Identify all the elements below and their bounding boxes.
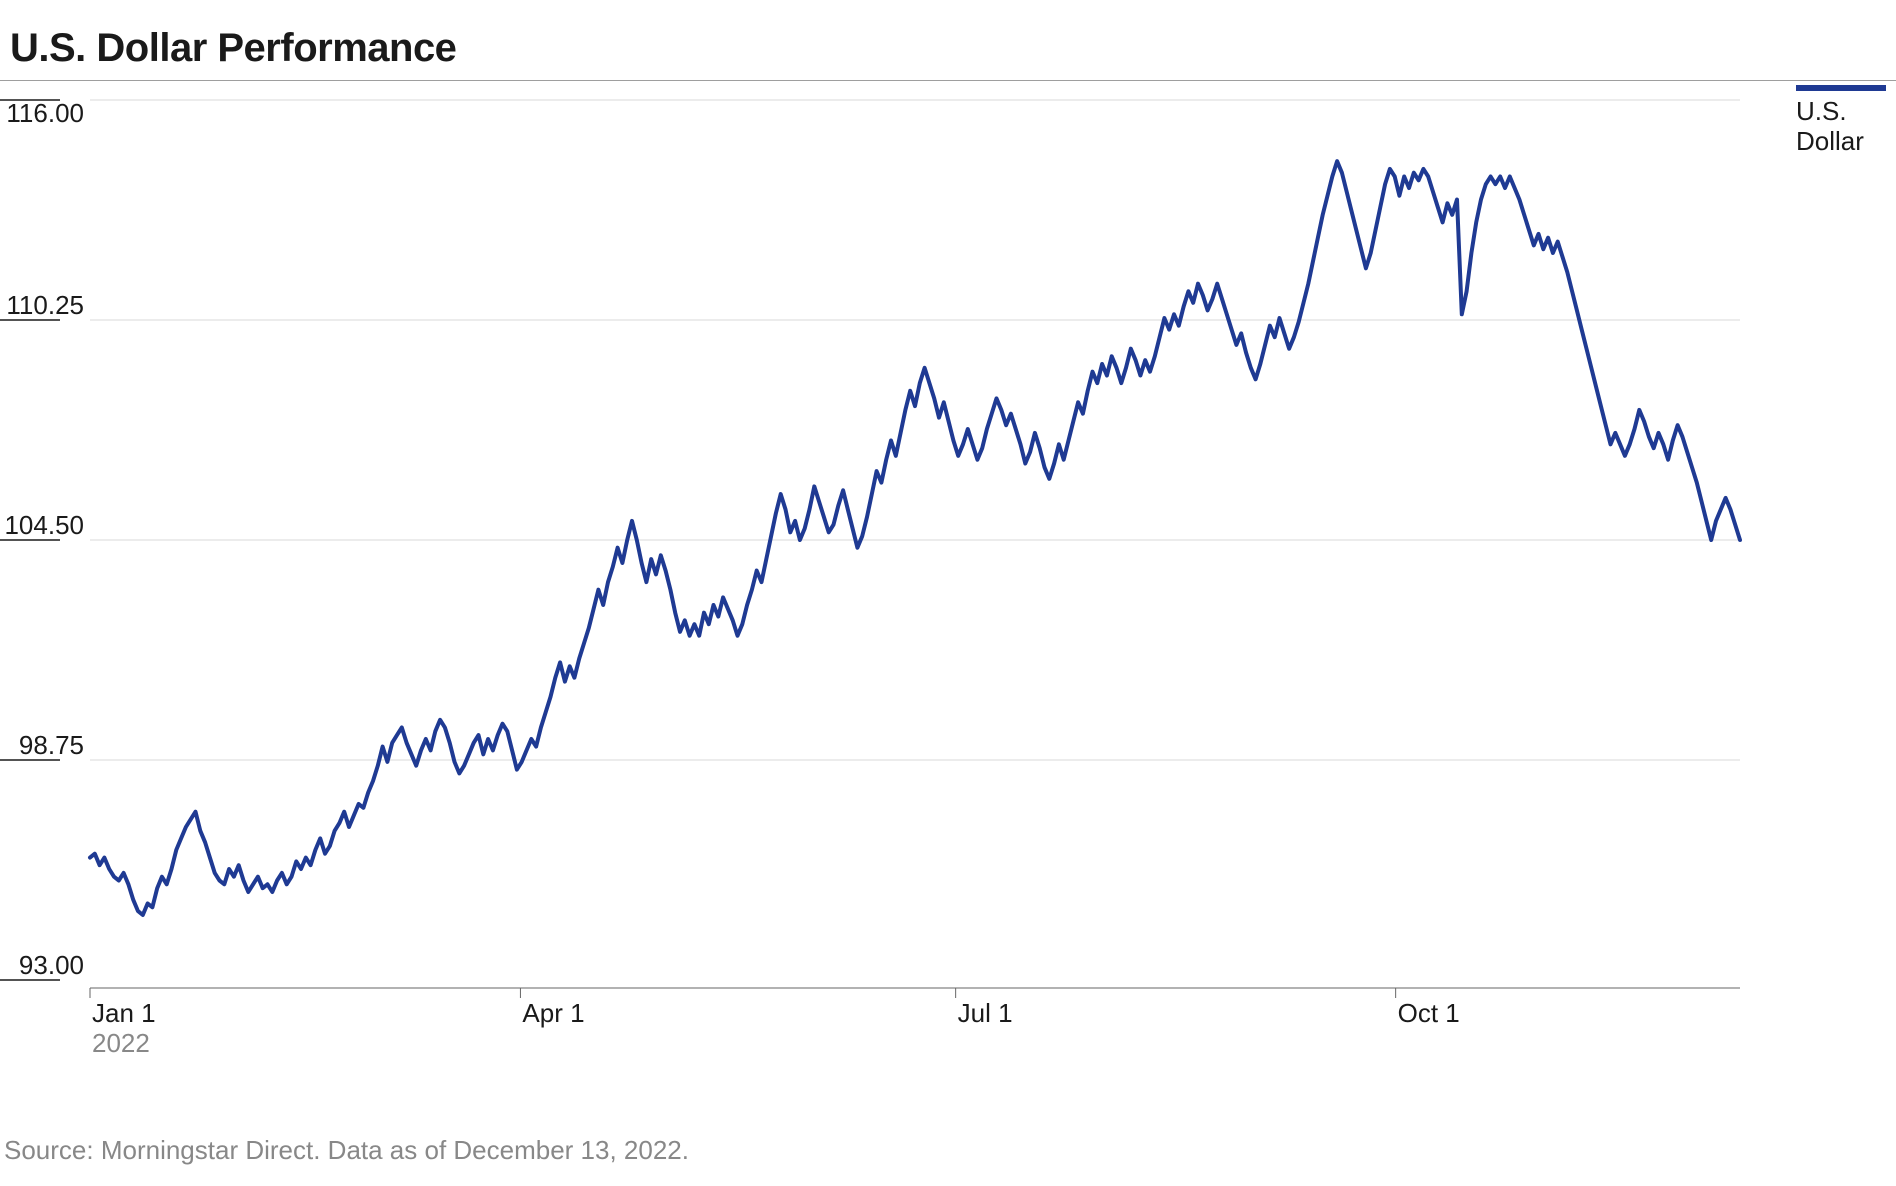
svg-text:93.00: 93.00	[19, 950, 84, 980]
chart-area: 116.00 110.25 104.50 98.75 93.00 Jan 1 Apr 1 Ju…	[0, 80, 1896, 1080]
legend-swatch	[1796, 85, 1886, 91]
source-caption: Source: Morningstar Direct. Data as of D…	[4, 1135, 689, 1166]
svg-text:116.00: 116.00	[6, 98, 84, 128]
chart-title: U.S. Dollar Performance	[10, 26, 456, 71]
line-chart-svg: 116.00 110.25 104.50 98.75 93.00 Jan 1 Apr 1 Ju…	[0, 80, 1896, 1080]
svg-text:Jan 1: Jan 1	[92, 998, 156, 1028]
svg-text:98.75: 98.75	[19, 730, 84, 760]
svg-text:Apr 1: Apr 1	[522, 998, 584, 1028]
svg-text:Jul 1: Jul 1	[958, 998, 1013, 1028]
svg-text:110.25: 110.25	[6, 290, 84, 320]
svg-text:Oct 1: Oct 1	[1398, 998, 1460, 1028]
legend-label-line1: U.S.	[1796, 97, 1886, 127]
chart-legend: U.S. Dollar	[1796, 85, 1886, 157]
legend-label-line2: Dollar	[1796, 127, 1886, 157]
svg-text:104.50: 104.50	[4, 510, 84, 540]
svg-text:2022: 2022	[92, 1028, 150, 1058]
